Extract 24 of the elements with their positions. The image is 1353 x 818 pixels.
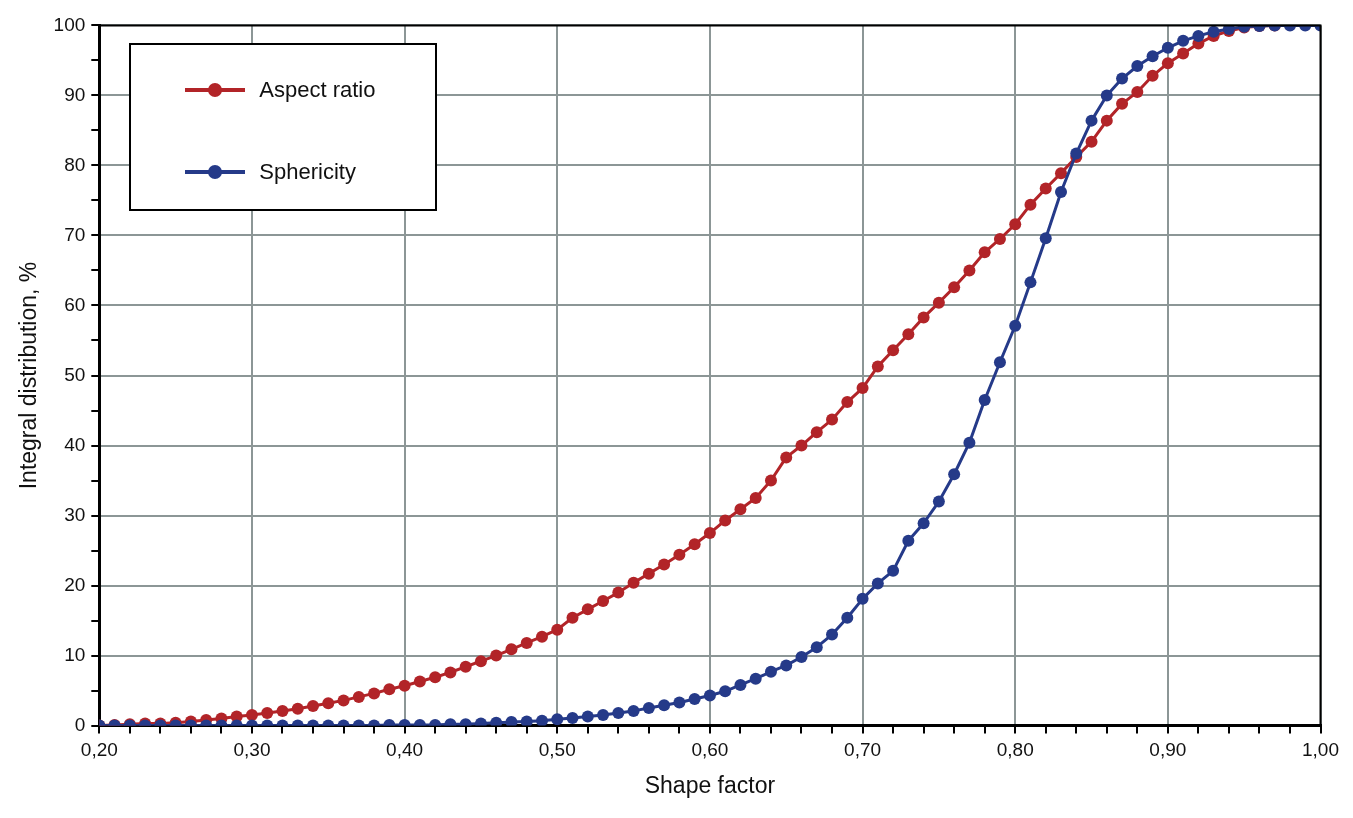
x-tick-label: 0,30 bbox=[233, 739, 271, 761]
y-tick-label: 10 bbox=[64, 643, 86, 665]
x-tick-label: 0,80 bbox=[996, 739, 1034, 761]
x-tick-label: 0,90 bbox=[1149, 739, 1187, 761]
x-tick-label: 0,60 bbox=[691, 739, 729, 761]
y-tick-label: 40 bbox=[64, 433, 86, 455]
y-tick-label: 100 bbox=[53, 13, 86, 35]
y-tick-label: 70 bbox=[64, 223, 86, 245]
y-tick-label: 50 bbox=[64, 363, 86, 385]
x-tick-label: 0,70 bbox=[844, 739, 882, 761]
y-tick-label: 30 bbox=[64, 503, 86, 525]
legend-label: Sphericity bbox=[259, 159, 356, 186]
legend-label: Aspect ratio bbox=[259, 77, 376, 104]
y-axis-title: Integral distribution, % bbox=[15, 261, 42, 490]
y-tick-label: 60 bbox=[64, 293, 86, 315]
y-tick-label: 0 bbox=[74, 713, 86, 735]
x-tick-label: 0,20 bbox=[80, 739, 118, 761]
x-tick-label: 1,00 bbox=[1302, 739, 1339, 761]
y-tick-label: 90 bbox=[64, 83, 86, 105]
x-tick-label: 0,40 bbox=[386, 739, 424, 761]
x-tick-label: 0,50 bbox=[538, 739, 576, 761]
y-tick-label: 80 bbox=[64, 153, 86, 175]
y-tick-label: 20 bbox=[64, 573, 86, 595]
x-axis-title: Shape factor bbox=[644, 771, 776, 798]
